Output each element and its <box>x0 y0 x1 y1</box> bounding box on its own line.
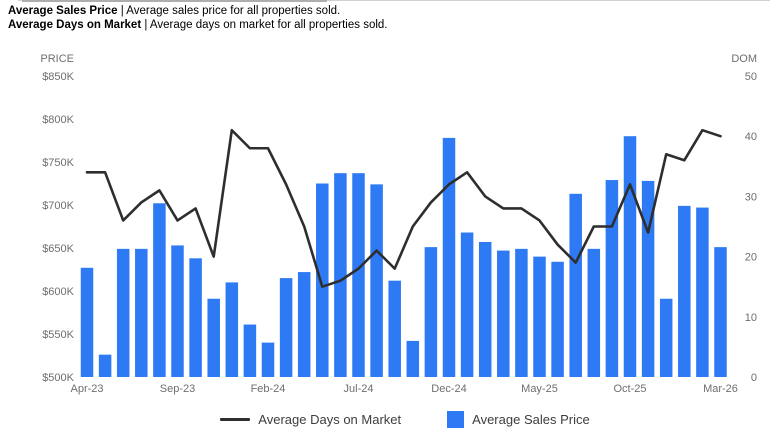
bar-Apr-25 <box>515 248 528 377</box>
bar-Aug-23 <box>153 203 166 377</box>
right-axis-title: DOM <box>731 53 757 65</box>
bar-Feb-25 <box>478 241 492 377</box>
x-axis-tick: Feb-24 <box>251 383 286 395</box>
right-axis-tick: 30 <box>745 191 757 203</box>
square-swatch-icon <box>447 410 465 428</box>
metric-description-price: Average sales price for all properties s… <box>126 5 341 17</box>
x-axis-tick: Sep-23 <box>160 383 195 395</box>
left-axis-tick: $800K <box>42 114 74 126</box>
chart-legend: Average Days on Market Average Sales Pri… <box>80 407 730 431</box>
chart-header: Average Sales Price | Average sales pric… <box>8 5 388 32</box>
bar-May-24 <box>316 183 329 377</box>
bar-Jul-25 <box>569 193 582 377</box>
bar-Nov-24 <box>424 247 438 377</box>
bar-May-23 <box>98 354 112 377</box>
right-axis-tick: 20 <box>745 252 757 264</box>
separator: | <box>141 18 150 31</box>
bar-Apr-24 <box>297 272 311 377</box>
metric-title-price: Average Sales Price <box>8 5 118 17</box>
right-axis-tick: 10 <box>745 312 757 324</box>
bar-Jul-23 <box>135 248 148 377</box>
bar-Jan-24 <box>243 324 257 377</box>
bar-Jan-25 <box>460 232 474 377</box>
left-axis-tick: $850K <box>42 71 74 83</box>
bar-Jun-24 <box>334 173 347 377</box>
bar-May-25 <box>533 256 546 377</box>
bar-Mar-24 <box>279 278 293 377</box>
x-axis-tick: May-25 <box>521 383 558 395</box>
bar-Aug-25 <box>587 248 601 377</box>
bar-Dec-25 <box>659 298 673 377</box>
bar-Apr-23 <box>80 267 94 377</box>
bar-Jun-23 <box>116 248 130 377</box>
line-swatch-icon <box>220 417 251 421</box>
bar-Nov-25 <box>641 180 655 377</box>
legend-label: Average Sales Price <box>472 411 590 427</box>
clipped-top-edge <box>18 0 770 1</box>
bar-Sep-24 <box>388 280 401 377</box>
left-axis-tick: $750K <box>42 157 74 169</box>
left-axis-title: PRICE <box>40 53 74 65</box>
bar-Aug-24 <box>370 184 383 377</box>
legend-label: Average Days on Market <box>258 411 402 427</box>
x-axis-tick: Apr-23 <box>70 383 103 395</box>
bar-Oct-23 <box>189 258 202 377</box>
right-axis-tick: 40 <box>745 131 757 143</box>
bar-Sep-25 <box>605 180 619 377</box>
bar-Feb-24 <box>261 342 275 377</box>
bar-Mar-25 <box>497 250 510 377</box>
bar-Mar-26 <box>714 247 727 377</box>
legend-item-sales-price: Average Sales Price <box>447 410 590 428</box>
bar-Dec-24 <box>442 137 456 377</box>
x-axis-tick: Mar-26 <box>703 383 738 395</box>
left-axis-tick: $700K <box>42 200 74 212</box>
x-axis-tick: Jul-24 <box>344 383 374 395</box>
bar-Jan-26 <box>678 205 691 377</box>
left-axis-tick: $550K <box>42 329 74 341</box>
bar-Dec-23 <box>225 282 239 377</box>
bar-Feb-26 <box>696 207 709 377</box>
x-axis-tick: Oct-25 <box>613 383 646 395</box>
left-axis-tick: $500K <box>42 372 74 384</box>
right-axis-tick: 50 <box>745 71 757 83</box>
bar-Nov-23 <box>207 298 220 377</box>
bar-Sep-23 <box>171 245 184 377</box>
legend-item-days-on-market: Average Days on Market <box>220 412 401 427</box>
metric-description-dom: Average days on market for all propertie… <box>149 18 388 31</box>
bar-Jul-24 <box>352 173 365 377</box>
bar-Jun-25 <box>551 261 564 377</box>
metric-definition-row-price: Average Sales Price | Average sales pric… <box>8 5 388 19</box>
left-axis-tick: $600K <box>42 286 74 298</box>
left-axis-tick: $650K <box>42 243 74 255</box>
clipped-top-content <box>22 0 327 2</box>
metric-definition-row-dom: Average Days on Market | Average days on… <box>8 19 388 33</box>
right-axis-tick: 0 <box>751 372 757 384</box>
bar-Oct-25 <box>623 136 637 377</box>
separator: | <box>117 5 127 17</box>
bar-Oct-24 <box>406 340 420 377</box>
x-axis-tick: Dec-24 <box>431 383 466 395</box>
days-on-market-line <box>85 128 722 289</box>
metric-title-dom: Average Days on Market <box>8 18 142 31</box>
